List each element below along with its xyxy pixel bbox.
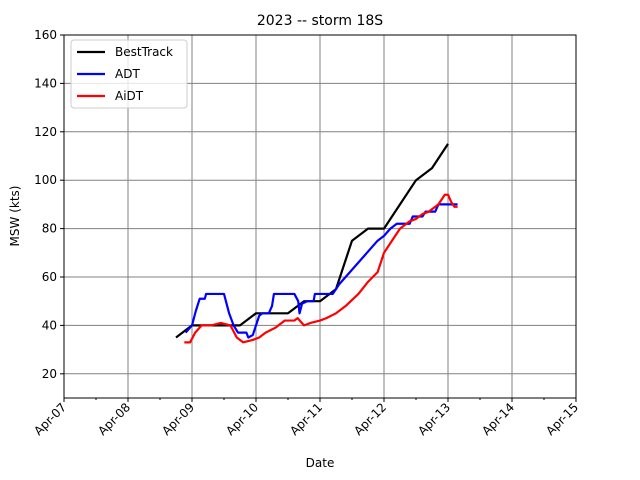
series-lines: [175, 143, 458, 344]
x-tick-label: Apr-10: [223, 400, 261, 438]
legend-label: AiDT: [115, 89, 144, 103]
x-tick-label: Apr-12: [351, 400, 389, 438]
x-tick-label: Apr-13: [415, 400, 453, 438]
y-tick-label: 60: [42, 270, 57, 284]
chart-title: 2023 -- storm 18S: [257, 13, 383, 29]
x-tick-label: Apr-14: [479, 400, 517, 438]
legend: BestTrack ADT AiDT: [70, 39, 188, 109]
y-tick-label: 40: [42, 318, 57, 332]
y-tick-label: 120: [34, 125, 57, 139]
x-tick-label: Apr-08: [95, 400, 133, 438]
series-line-aidt: [184, 193, 458, 344]
x-tick-label: Apr-07: [31, 400, 69, 438]
series-line-adt: [184, 203, 458, 339]
y-tick-label: 140: [34, 76, 57, 90]
y-tick-label: 100: [34, 173, 57, 187]
y-tick-label: 20: [42, 367, 57, 381]
x-tick-label: Apr-09: [159, 400, 197, 438]
series-line-besttrack: [175, 143, 449, 339]
y-axis-label: MSW (kts): [8, 186, 22, 247]
x-axis-label: Date: [306, 456, 335, 470]
legend-label: ADT: [115, 67, 140, 81]
x-tick-label: Apr-11: [287, 400, 325, 438]
y-tick-label: 80: [42, 222, 57, 236]
legend-label: BestTrack: [115, 45, 173, 59]
x-tick-label: Apr-15: [543, 400, 581, 438]
y-tick-label: 160: [34, 28, 57, 42]
